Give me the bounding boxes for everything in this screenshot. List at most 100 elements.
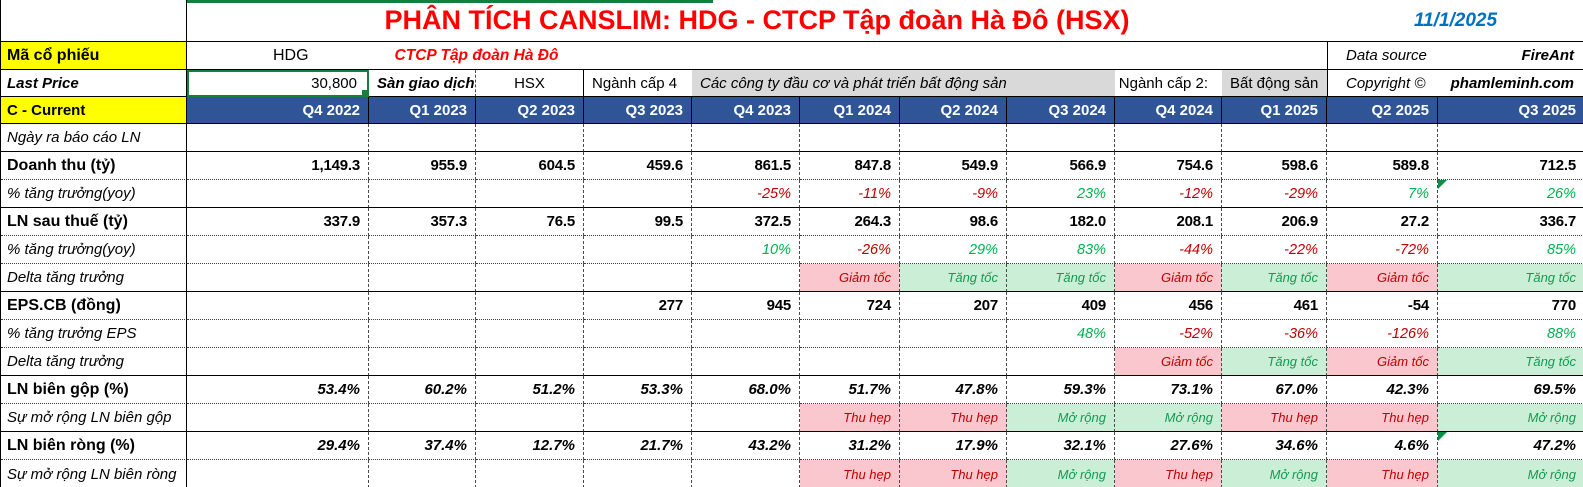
row-label[interactable]: Delta tăng trưởng <box>1 348 187 376</box>
table-cell[interactable]: 598.6 <box>1222 152 1327 180</box>
table-cell[interactable] <box>1007 124 1115 152</box>
quarter-header-q1-2023[interactable]: Q1 2023 <box>369 97 476 124</box>
table-cell[interactable] <box>187 348 369 376</box>
exchange-value-cell[interactable]: HSX <box>476 70 584 97</box>
quarter-header-q3-2024[interactable]: Q3 2024 <box>1007 97 1115 124</box>
table-cell[interactable] <box>476 292 584 320</box>
table-cell[interactable]: 68.0% <box>692 376 800 404</box>
table-cell[interactable]: Mở rộng <box>1007 404 1115 432</box>
table-cell[interactable]: -126% <box>1327 320 1438 348</box>
table-cell[interactable]: Thu hẹp <box>1327 404 1438 432</box>
table-cell[interactable]: -11% <box>800 180 900 208</box>
table-cell[interactable]: Giảm tốc <box>1115 348 1222 376</box>
table-cell[interactable]: 12.7% <box>476 432 584 460</box>
table-cell[interactable]: Giảm tốc <box>1115 264 1222 292</box>
table-cell[interactable]: 566.9 <box>1007 152 1115 180</box>
table-cell[interactable] <box>900 124 1007 152</box>
table-cell[interactable]: 31.2% <box>800 432 900 460</box>
table-cell[interactable]: Thu hẹp <box>900 404 1007 432</box>
table-cell[interactable]: 461 <box>1222 292 1327 320</box>
table-cell[interactable]: 336.7 <box>1438 208 1583 236</box>
table-cell[interactable]: 409 <box>1007 292 1115 320</box>
exchange-label-cell[interactable]: Sàn giao dịch <box>369 70 476 97</box>
table-cell[interactable] <box>584 124 692 152</box>
row-label[interactable]: EPS.CB (đồng) <box>1 292 187 320</box>
table-cell[interactable]: 459.6 <box>584 152 692 180</box>
table-cell[interactable] <box>476 348 584 376</box>
table-cell[interactable]: 847.8 <box>800 152 900 180</box>
table-cell[interactable] <box>692 348 800 376</box>
table-cell[interactable] <box>476 404 584 432</box>
table-cell[interactable]: 17.9% <box>900 432 1007 460</box>
table-cell[interactable] <box>584 404 692 432</box>
last-price-value-cell[interactable]: 30,800 <box>187 70 369 97</box>
table-cell[interactable] <box>900 348 1007 376</box>
table-cell[interactable]: Mở rộng <box>1438 460 1583 487</box>
table-cell[interactable]: 85% <box>1438 236 1583 264</box>
table-cell[interactable]: -26% <box>800 236 900 264</box>
table-cell[interactable] <box>800 348 900 376</box>
table-cell[interactable]: -72% <box>1327 236 1438 264</box>
table-cell[interactable] <box>1007 348 1115 376</box>
table-cell[interactable]: 42.3% <box>1327 376 1438 404</box>
table-cell[interactable] <box>584 236 692 264</box>
table-cell[interactable] <box>369 460 476 487</box>
table-cell[interactable]: 37.4% <box>369 432 476 460</box>
table-cell[interactable]: 76.5 <box>476 208 584 236</box>
copyright-owner-cell[interactable]: phamleminh.com <box>1438 70 1583 97</box>
table-cell[interactable] <box>800 320 900 348</box>
table-cell[interactable]: 604.5 <box>476 152 584 180</box>
quarter-header-q1-2024[interactable]: Q1 2024 <box>800 97 900 124</box>
table-cell[interactable]: 99.5 <box>584 208 692 236</box>
row-label[interactable]: % tăng trưởng(yoy) <box>1 236 187 264</box>
table-cell[interactable] <box>1115 124 1222 152</box>
row-label[interactable]: LN biên gộp (%) <box>1 376 187 404</box>
table-cell[interactable]: Thu hẹp <box>800 460 900 487</box>
data-source-label-cell[interactable]: Data source <box>1327 42 1438 70</box>
table-cell[interactable]: 7% <box>1327 180 1438 208</box>
table-cell[interactable] <box>369 320 476 348</box>
row-label[interactable]: % tăng trưởng EPS <box>1 320 187 348</box>
table-cell[interactable]: Tăng tốc <box>1222 348 1327 376</box>
table-cell[interactable]: -25% <box>692 180 800 208</box>
row-label[interactable]: Ngày ra báo cáo LN <box>1 124 187 152</box>
table-cell[interactable] <box>692 124 800 152</box>
table-cell[interactable]: 98.6 <box>900 208 1007 236</box>
table-cell[interactable] <box>692 264 800 292</box>
quarter-header-q4-2022[interactable]: Q4 2022 <box>187 97 369 124</box>
table-cell[interactable]: Mở rộng <box>1115 404 1222 432</box>
table-cell[interactable]: 48% <box>1007 320 1115 348</box>
table-cell[interactable] <box>476 320 584 348</box>
industry-l4-value-cell[interactable]: Các công ty đầu cơ và phát triển bất độn… <box>692 70 1115 97</box>
table-cell[interactable]: 182.0 <box>1007 208 1115 236</box>
last-price-label-cell[interactable]: Last Price <box>1 70 187 97</box>
table-cell[interactable] <box>187 460 369 487</box>
table-cell[interactable]: Giảm tốc <box>800 264 900 292</box>
table-cell[interactable] <box>476 236 584 264</box>
industry-l2-value-cell[interactable]: Bất động sản <box>1222 70 1327 97</box>
table-cell[interactable] <box>369 404 476 432</box>
row-label[interactable]: Doanh thu (tỷ) <box>1 152 187 180</box>
table-cell[interactable]: 69.5% <box>1438 376 1583 404</box>
table-cell[interactable] <box>1222 124 1327 152</box>
table-cell[interactable] <box>369 264 476 292</box>
table-cell[interactable]: Thu hẹp <box>1115 460 1222 487</box>
industry-l4-label-cell[interactable]: Ngành cấp 4 <box>584 70 692 97</box>
table-cell[interactable] <box>900 320 1007 348</box>
table-cell[interactable]: Tăng tốc <box>1438 348 1583 376</box>
table-cell[interactable]: 27.2 <box>1327 208 1438 236</box>
table-cell[interactable]: 29.4% <box>187 432 369 460</box>
table-cell[interactable]: Mở rộng <box>1007 460 1115 487</box>
table-cell[interactable]: 208.1 <box>1115 208 1222 236</box>
table-cell[interactable]: 59.3% <box>1007 376 1115 404</box>
table-cell[interactable]: Thu hẹp <box>1327 460 1438 487</box>
quarter-header-q2-2025[interactable]: Q2 2025 <box>1327 97 1438 124</box>
row-label[interactable]: LN sau thuế (tỷ) <box>1 208 187 236</box>
table-cell[interactable]: 53.3% <box>584 376 692 404</box>
ticker-label-cell[interactable]: Mã cổ phiếu <box>1 42 187 70</box>
row-label[interactable]: % tăng trưởng(yoy) <box>1 180 187 208</box>
table-cell[interactable]: 43.2% <box>692 432 800 460</box>
table-cell[interactable] <box>800 124 900 152</box>
table-cell[interactable]: -54 <box>1327 292 1438 320</box>
table-cell[interactable]: Thu hẹp <box>800 404 900 432</box>
